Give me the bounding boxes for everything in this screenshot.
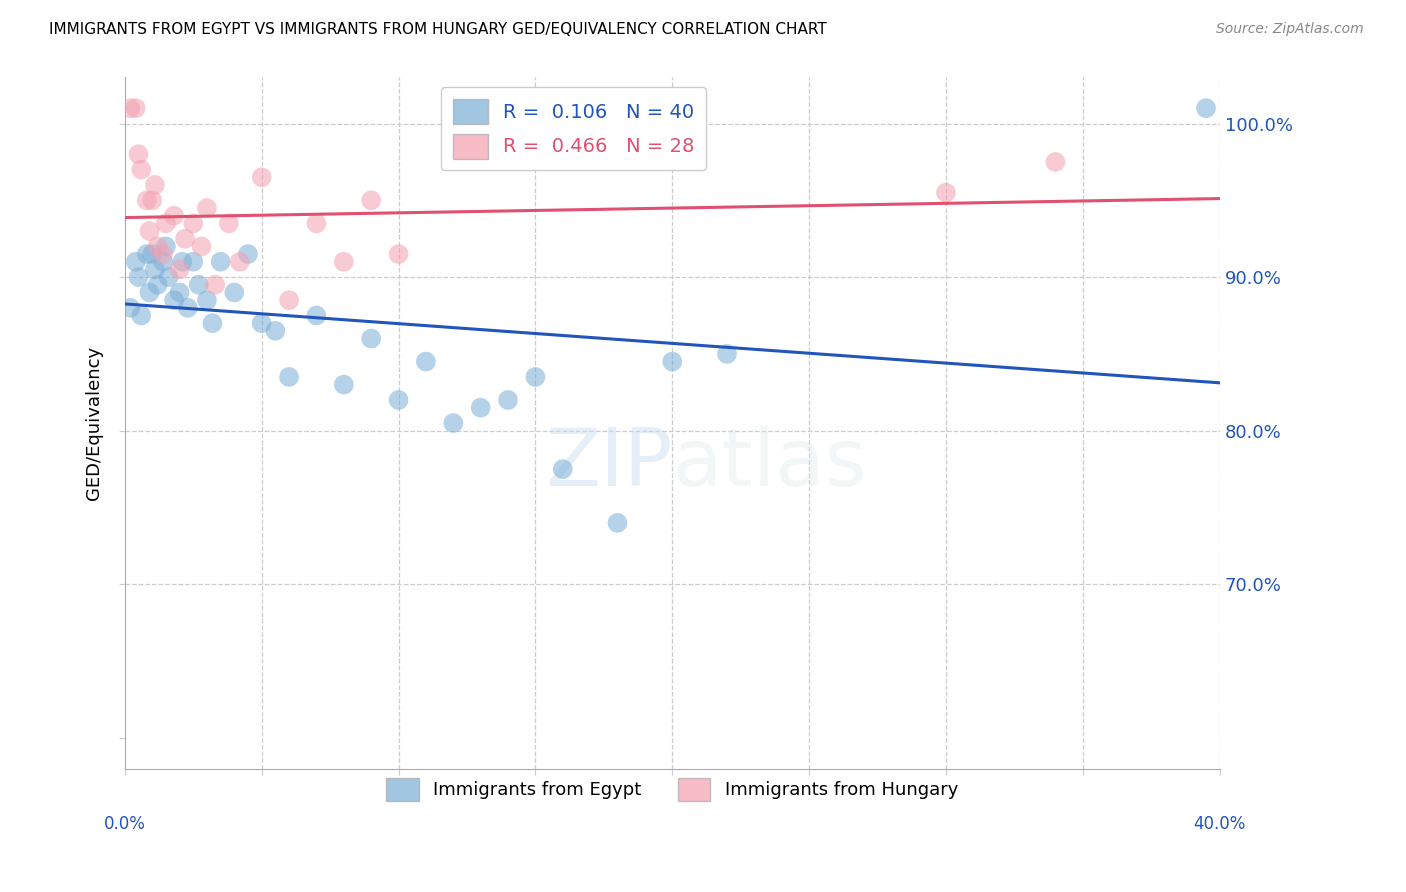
Point <box>135 194 157 208</box>
Point <box>229 254 252 268</box>
Point <box>441 416 464 430</box>
Point <box>138 285 160 300</box>
Point <box>387 392 409 407</box>
Point <box>163 293 186 307</box>
Point <box>152 247 174 261</box>
Point <box>195 293 218 307</box>
Point <box>125 254 148 268</box>
Point <box>360 194 382 208</box>
Point <box>278 370 301 384</box>
Point <box>181 216 204 230</box>
Point <box>209 254 232 268</box>
Point <box>169 285 191 300</box>
Point <box>128 147 150 161</box>
Point <box>141 247 163 261</box>
Point <box>155 216 177 230</box>
Y-axis label: GED/Equivalency: GED/Equivalency <box>86 346 103 500</box>
Point <box>236 247 259 261</box>
Point <box>181 254 204 268</box>
Point <box>250 170 273 185</box>
Point <box>415 354 437 368</box>
Point <box>163 209 186 223</box>
Point <box>129 309 152 323</box>
Point <box>128 270 150 285</box>
Point <box>935 186 957 200</box>
Point <box>606 516 628 530</box>
Point <box>218 216 240 230</box>
Point <box>157 270 180 285</box>
Point <box>177 301 200 315</box>
Point <box>129 162 152 177</box>
Point <box>224 285 246 300</box>
Point <box>496 392 519 407</box>
Point <box>551 462 574 476</box>
Point <box>120 301 142 315</box>
Point <box>141 194 163 208</box>
Point <box>204 277 226 292</box>
Point <box>146 239 169 253</box>
Legend: Immigrants from Egypt, Immigrants from Hungary: Immigrants from Egypt, Immigrants from H… <box>380 771 966 808</box>
Point <box>135 247 157 261</box>
Point <box>190 239 212 253</box>
Point <box>146 277 169 292</box>
Point <box>333 254 356 268</box>
Text: IMMIGRANTS FROM EGYPT VS IMMIGRANTS FROM HUNGARY GED/EQUIVALENCY CORRELATION CHA: IMMIGRANTS FROM EGYPT VS IMMIGRANTS FROM… <box>49 22 827 37</box>
Point <box>172 254 194 268</box>
Point <box>143 178 166 192</box>
Text: ZIP: ZIP <box>546 425 672 503</box>
Point <box>143 262 166 277</box>
Point <box>187 277 209 292</box>
Point <box>201 316 224 330</box>
Point <box>305 309 328 323</box>
Text: 40.0%: 40.0% <box>1194 814 1246 833</box>
Point <box>333 377 356 392</box>
Text: Source: ZipAtlas.com: Source: ZipAtlas.com <box>1216 22 1364 37</box>
Point <box>524 370 547 384</box>
Point <box>152 254 174 268</box>
Point <box>120 101 142 115</box>
Point <box>195 201 218 215</box>
Point <box>250 316 273 330</box>
Point <box>716 347 738 361</box>
Point <box>305 216 328 230</box>
Point <box>125 101 148 115</box>
Point <box>661 354 683 368</box>
Point <box>360 332 382 346</box>
Point <box>138 224 160 238</box>
Point <box>174 232 197 246</box>
Point <box>155 239 177 253</box>
Text: 0.0%: 0.0% <box>104 814 146 833</box>
Point <box>1195 101 1218 115</box>
Point <box>470 401 492 415</box>
Point <box>1045 155 1067 169</box>
Point <box>169 262 191 277</box>
Point <box>387 247 409 261</box>
Point <box>278 293 301 307</box>
Text: atlas: atlas <box>672 425 866 503</box>
Point <box>264 324 287 338</box>
